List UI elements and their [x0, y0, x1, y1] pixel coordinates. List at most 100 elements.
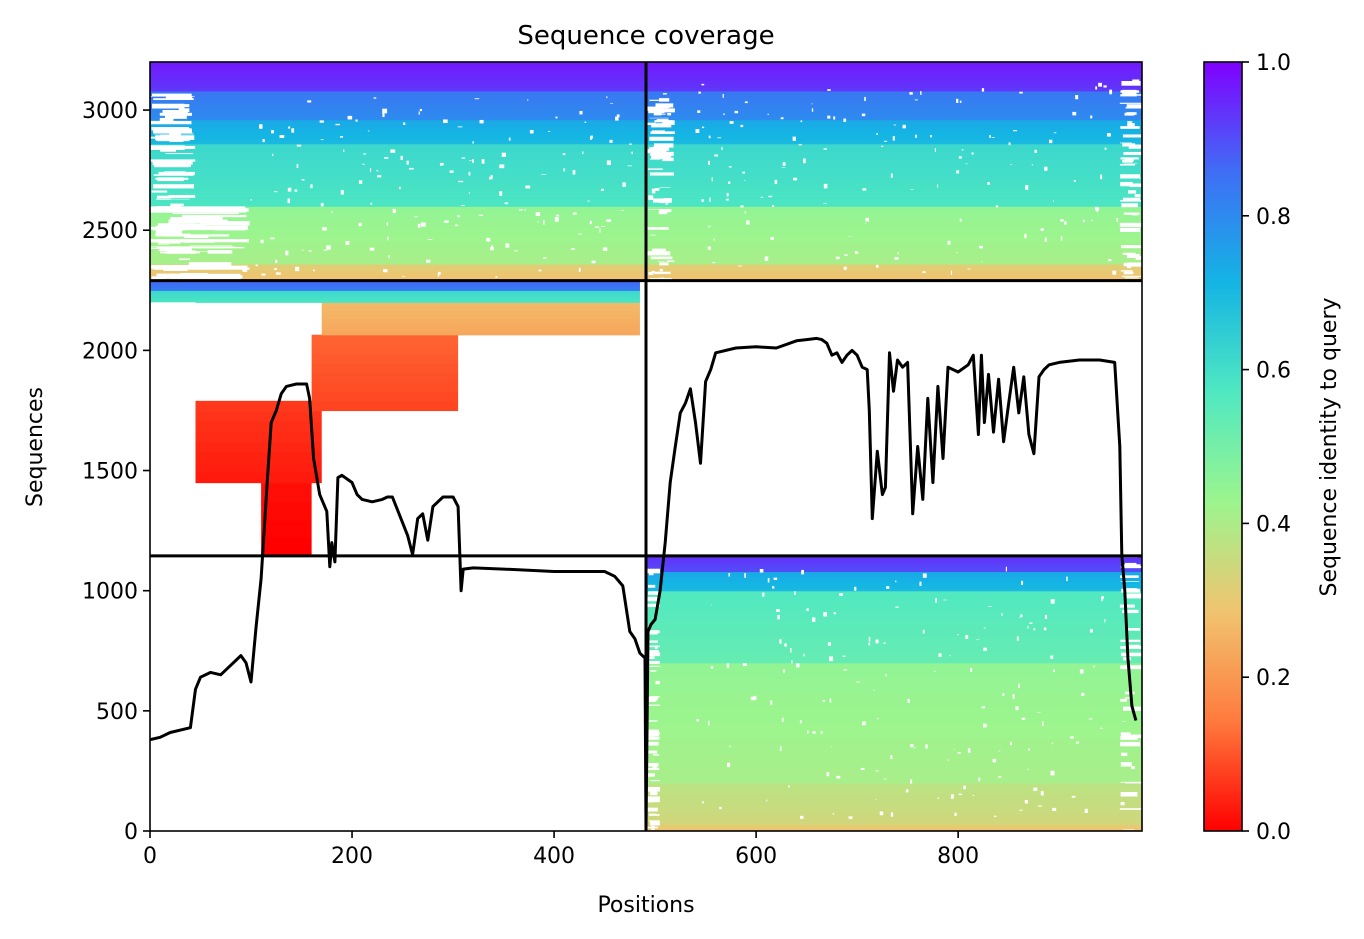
- coverage-gap: [967, 748, 971, 753]
- coverage-band: [646, 567, 1142, 571]
- coverage-gap: [1120, 157, 1139, 160]
- coverage-band: [646, 803, 1142, 810]
- coverage-gap: [1019, 809, 1023, 811]
- coverage-gap: [910, 743, 914, 748]
- colorbar-tick-label: 0.2: [1256, 666, 1291, 691]
- coverage-gap: [907, 698, 910, 703]
- coverage-gap: [1042, 721, 1044, 726]
- coverage-gap: [1044, 237, 1047, 242]
- coverage-gap: [738, 265, 742, 267]
- coverage-gap: [864, 222, 867, 224]
- coverage-gap: [255, 264, 258, 267]
- coverage-gap: [654, 249, 662, 254]
- coverage-gap: [578, 233, 582, 235]
- coverage-gap: [499, 164, 505, 169]
- coverage-gap: [954, 812, 957, 816]
- coverage-gap: [868, 636, 871, 642]
- coverage-gap: [1098, 82, 1103, 87]
- coverage-gap: [777, 614, 780, 620]
- coverage-gap: [651, 270, 655, 274]
- coverage-gap: [1029, 622, 1033, 624]
- coverage-gap: [1050, 599, 1055, 604]
- coverage-gap: [1019, 617, 1021, 619]
- coverage-gap: [654, 188, 660, 191]
- coverage-gap: [873, 689, 875, 691]
- coverage-gap: [1071, 795, 1076, 798]
- y-tick-label: 3000: [82, 99, 138, 124]
- coverage-gap: [449, 170, 454, 173]
- coverage-gap: [665, 203, 669, 205]
- coverage-gap: [472, 159, 475, 163]
- coverage-gap: [335, 123, 340, 126]
- coverage-gap: [651, 188, 656, 194]
- coverage-gap: [157, 177, 184, 182]
- coverage-gap: [160, 149, 176, 152]
- coverage-gap: [657, 260, 665, 262]
- coverage-gap: [562, 153, 566, 156]
- coverage-gap: [925, 744, 928, 749]
- coverage-gap: [419, 108, 423, 112]
- coverage-gap: [922, 629, 925, 634]
- coverage-gap: [169, 141, 184, 143]
- coverage-gap: [895, 580, 897, 583]
- coverage-gap: [796, 663, 800, 668]
- coverage-gap: [1106, 133, 1111, 137]
- coverage-gap: [1013, 130, 1018, 132]
- coverage-gap: [798, 143, 802, 146]
- coverage-gap: [726, 198, 729, 201]
- coverage-gap: [833, 612, 836, 615]
- coverage-gap: [1101, 596, 1103, 602]
- coverage-gap: [839, 593, 843, 596]
- coverage-gap: [646, 660, 660, 664]
- coverage-band: [646, 793, 1142, 799]
- coverage-gap: [158, 171, 195, 176]
- coverage-gap: [876, 718, 879, 720]
- plot-frame: [149, 61, 1143, 832]
- coverage-band: [195, 462, 322, 473]
- coverage-gap: [1034, 149, 1037, 153]
- coverage-gap: [1120, 781, 1142, 783]
- coverage-gap: [648, 720, 658, 722]
- coverage-gap: [157, 198, 190, 200]
- coverage-gap: [1107, 259, 1112, 262]
- coverage-gap: [1127, 253, 1140, 258]
- coverage-gap: [658, 211, 668, 215]
- y-tick-label: 500: [96, 700, 138, 725]
- coverage-gap: [382, 112, 385, 118]
- coverage-band: [150, 281, 640, 284]
- coverage-gap: [781, 717, 784, 722]
- coverage-gap: [457, 215, 460, 218]
- coverage-gap: [392, 208, 397, 214]
- coverage-gap: [709, 197, 711, 202]
- coverage-gap: [1134, 194, 1141, 198]
- coverage-gap: [157, 223, 186, 227]
- coverage-gap: [762, 592, 765, 597]
- coverage-gap: [894, 257, 899, 260]
- coverage-gap: [1119, 163, 1136, 166]
- coverage-band: [261, 519, 312, 539]
- coverage-gap: [1001, 613, 1003, 616]
- coverage-gap: [997, 776, 1002, 778]
- coverage-gap: [711, 177, 713, 182]
- coverage-band: [150, 283, 640, 285]
- coverage-gap: [495, 276, 498, 278]
- coverage-gap: [1124, 277, 1139, 279]
- coverage-gap: [983, 723, 987, 728]
- coverage-gap: [646, 603, 660, 608]
- coverage-gap: [726, 663, 730, 668]
- coverage-gap: [956, 252, 958, 254]
- coverage-gap: [1121, 588, 1141, 593]
- coverage-gap: [388, 255, 390, 259]
- coverage-gap: [646, 750, 658, 754]
- coverage-gap: [1005, 566, 1007, 572]
- coverage-gap: [1075, 741, 1080, 744]
- coverage-gap: [662, 157, 674, 162]
- coverage-gap: [159, 164, 174, 167]
- coverage-gap: [443, 119, 448, 124]
- coverage-gap: [868, 642, 871, 646]
- coverage-gap: [1040, 228, 1044, 232]
- coverage-band: [646, 583, 1142, 587]
- coverage-gap: [1122, 89, 1137, 95]
- coverage-gap: [656, 119, 669, 122]
- coverage-gap: [571, 248, 575, 250]
